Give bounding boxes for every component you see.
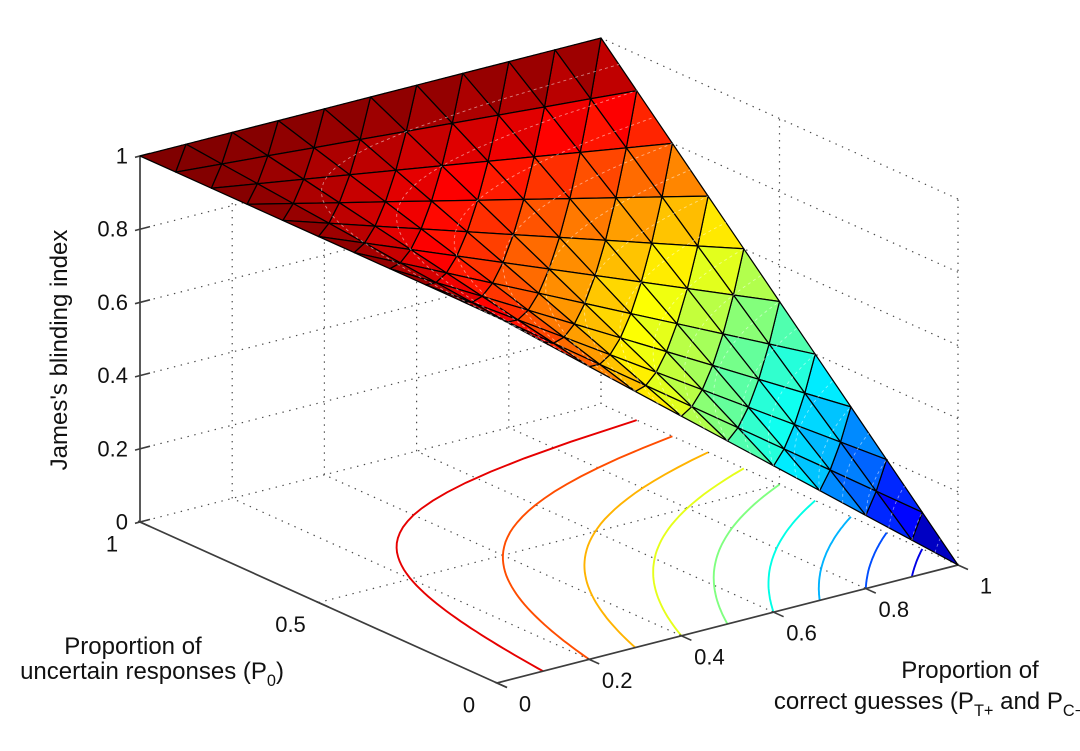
surface-contour [321,63,620,330]
floor-contour [817,516,852,601]
surface-contour [583,195,709,392]
x-axis-label-line2: correct guesses (PT+ and PC−) [773,688,1080,720]
y-tick-labels: 00.51 [106,532,475,718]
x-tick-labels: 0 0.2 0.4 0.6 0.8 1 [519,574,992,717]
z-tick-label: 0.8 [97,217,128,242]
surface-facet [424,284,473,303]
surface-facet [389,268,437,286]
surface-contour [911,512,923,541]
surface-facet [246,202,294,222]
x-tick-label: 1 [980,574,992,599]
z-axis-label: James's blinding index [46,229,73,471]
surface-contour [888,485,905,528]
x-axis-label-line1: Proportion of [901,657,1039,684]
surface-contour-overlay [321,63,941,553]
surface-contour [396,90,637,343]
z-tick-label: 0.2 [97,436,128,461]
z-tick-label: 0 [116,510,128,535]
floor-contour-lines [395,419,924,673]
surface-contour [453,116,655,355]
surface-contour [768,353,816,466]
y-axis-label-line1: Proportion of [64,633,202,660]
surface-contour [793,380,834,479]
surface-contour [934,538,941,553]
surface-contour [545,169,691,380]
x-tick-label: 0.2 [602,668,633,693]
surface-contour [652,248,745,417]
x-tick-label: 0 [519,692,531,717]
x-tick-label: 0.6 [786,621,817,646]
floor-contour [712,483,781,625]
floor-contour [864,532,888,589]
floor-contour [501,435,673,661]
surface-facet [317,235,366,254]
floor-contour [652,467,745,637]
floor-contour [910,548,924,577]
surface-contour [741,327,798,454]
floor-contour [395,419,637,673]
y-tick-label: 0 [463,693,475,718]
y-tick-label: 0.5 [275,612,306,637]
surface-contour [842,433,870,504]
surface-mesh [139,37,959,566]
surface-facet [353,251,401,270]
y-axis-label-line2: uncertain responses (P0) [20,658,284,690]
surface-contour [818,406,852,491]
tick-marks [134,152,969,689]
z-tick-label: 1 [116,144,128,169]
x-tick-label: 0.8 [879,597,910,622]
z-tick-label: 0.4 [97,363,128,388]
floor-contour [583,451,709,649]
surface-facet [282,219,330,238]
z-tick-label: 0.6 [97,290,128,315]
z-tick-labels: 0 0.2 0.4 0.6 0.8 1 [97,144,128,535]
y-tick-label: 1 [106,532,118,557]
surface-contour [713,301,780,442]
x-tick-label: 0.4 [694,644,725,669]
floor-contour [767,499,816,613]
surface-contour [865,459,887,516]
surface-contour [683,274,762,429]
